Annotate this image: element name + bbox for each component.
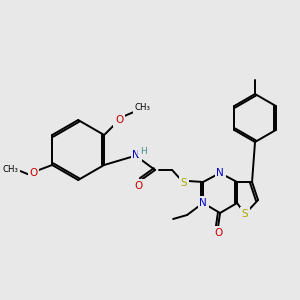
Text: CH₃: CH₃	[2, 164, 18, 173]
Text: O: O	[115, 115, 123, 125]
Text: S: S	[242, 209, 248, 219]
Text: H: H	[140, 146, 146, 155]
Text: N: N	[132, 150, 140, 160]
Text: N: N	[199, 198, 207, 208]
Text: O: O	[214, 228, 222, 238]
Text: CH₃: CH₃	[134, 103, 150, 112]
Text: N: N	[216, 168, 224, 178]
Text: O: O	[29, 168, 38, 178]
Text: S: S	[181, 178, 188, 188]
Text: O: O	[134, 181, 142, 191]
